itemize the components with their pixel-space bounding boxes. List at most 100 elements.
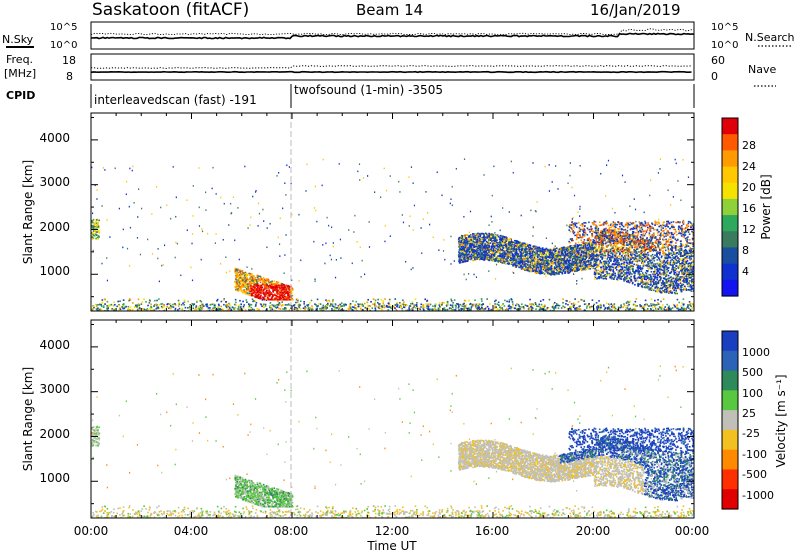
power-echo-point [234,286,237,288]
power-echo-point [553,249,556,251]
power-echo-point [324,262,326,265]
power-echo-point [141,309,144,311]
power-echo-point [290,307,292,310]
power-echo-point [362,304,365,307]
power-echo-point [678,277,681,280]
power-echo-point [141,301,144,303]
power-echo-point [560,307,563,309]
power-echo-point [560,260,563,263]
power-echo-point [623,272,626,274]
power-echo-point [538,264,540,266]
power-echo-point [660,300,662,303]
power-echo-point [652,263,655,266]
power-echo-point [158,280,160,283]
power-echo-point [100,309,103,311]
power-echo-point [200,258,202,261]
power-echo-point [110,303,113,306]
power-echo-point [291,213,293,216]
power-echo-point [239,287,242,289]
power-echo-point [238,287,240,290]
power-echo-point [178,307,181,310]
power-echo-point [581,277,583,280]
power-echo-point [228,224,230,226]
power-echo-point [623,304,626,307]
power-echo-point [630,280,633,282]
power-echo-point [569,162,571,164]
power-echo-point [614,262,617,265]
power-echo-point [243,275,246,277]
power-echo-point [254,292,257,295]
power-echo-point [234,267,237,270]
power-echo-point [574,309,577,311]
power-echo-point [252,292,254,294]
power-echo-point [649,179,652,182]
power-echo-point [236,287,238,289]
power-echo-point [567,252,570,254]
power-echo-point [237,285,240,288]
power-echo-point [264,279,267,282]
power-echo-point [295,298,298,301]
power-echo-point [254,295,256,297]
power-echo-point [388,306,390,308]
power-echo-point [282,304,284,307]
power-echo-point [272,291,274,293]
power-echo-point [308,302,311,304]
power-echo-point [415,307,418,309]
power-echo-point [565,299,568,302]
power-echo-point [291,279,293,282]
power-echo-point [106,219,108,221]
power-echo-point [174,256,176,259]
power-echo-point [340,305,343,308]
power-echo-point [403,304,406,307]
power-echo-point [91,236,94,238]
power-echo-point [92,221,94,224]
nave-label: Nave [748,63,776,76]
power-echo-point [568,301,571,303]
power-echo-point [285,288,287,291]
power-echo-point [633,277,636,279]
power-echo-point [244,272,247,275]
power-echo-point [226,305,229,307]
power-echo-point [650,303,652,305]
power-echo-point [106,279,109,282]
power-echo-point [265,291,268,293]
power-echo-point [240,289,243,291]
power-echo-point [268,283,271,285]
power-echo-point [620,263,623,265]
power-echo-point [432,305,434,307]
power-echo-point [178,303,181,306]
power-echo-point [562,250,565,253]
power-echo-point [479,304,481,307]
power-echo-point [163,305,165,308]
power-echo-point [598,300,600,302]
power-echo-point [283,296,285,299]
power-echo-point [593,271,596,274]
power-echo-point [449,304,452,306]
power-echo-point [416,302,418,304]
power-echo-point [254,284,256,286]
power-echo-point [515,245,518,248]
power-echo-point [641,307,644,309]
power-echo-point [244,309,247,311]
power-echo-point [287,297,290,299]
power-echo-point [666,259,669,262]
power-echo-point [562,301,564,304]
power-echo-point [304,308,306,311]
power-echo-point [528,252,531,255]
power-echo-point [121,305,124,307]
power-echo-point [155,186,158,188]
power-echo-point [239,285,241,288]
power-echo-point [689,304,691,306]
power-echo-point [639,250,642,253]
power-echo-point [616,308,619,311]
power-echo-point [607,307,610,309]
power-echo-point [551,306,554,308]
power-echo-point [556,254,558,257]
power-echo-point [539,255,542,258]
power-echo-point [532,254,535,257]
power-echo-point [514,307,516,310]
power-echo-point [332,305,335,308]
power-echo-point [666,279,669,282]
power-echo-point [532,253,535,255]
power-echo-point [530,308,533,310]
